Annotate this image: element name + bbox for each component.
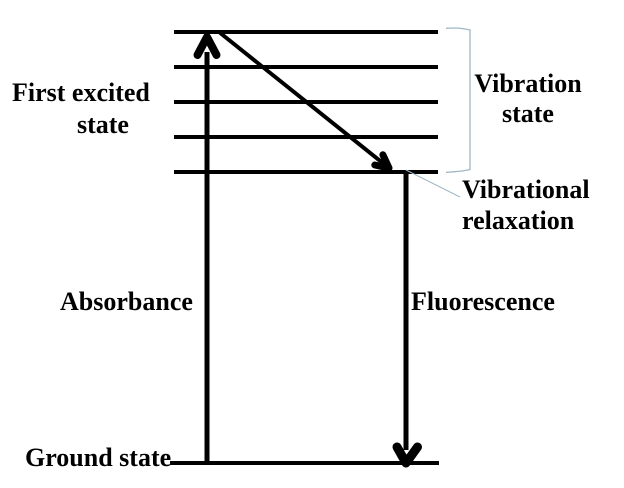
svg-text:relaxation: relaxation [462, 206, 575, 235]
svg-text:Vibrational: Vibrational [462, 175, 590, 204]
svg-text:Absorbance: Absorbance [60, 287, 193, 316]
svg-text:state: state [502, 99, 554, 128]
svg-text:First excited: First excited [12, 78, 150, 107]
svg-text:Vibration: Vibration [474, 69, 582, 98]
svg-text:Fluorescence: Fluorescence [411, 287, 555, 316]
svg-text:state: state [77, 110, 129, 139]
svg-text:Ground state: Ground state [25, 443, 171, 472]
